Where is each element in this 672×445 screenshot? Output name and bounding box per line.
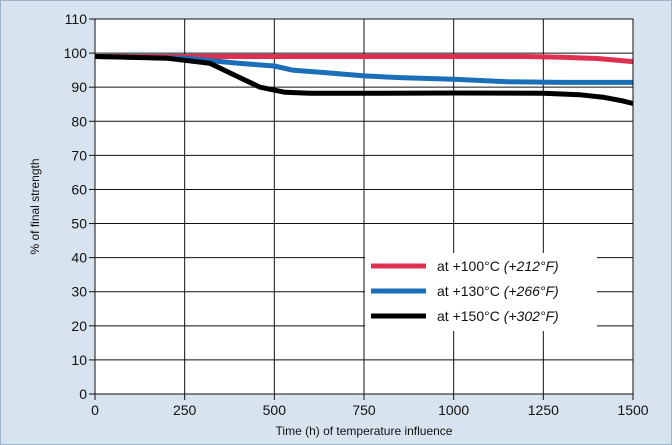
legend-entry: at +150°C (+302°F) [371,308,559,324]
y-tick-label: 100 [64,45,88,61]
legend-label: at +100°C (+212°F) [437,258,559,274]
x-tick-label: 750 [352,402,376,418]
y-tick-label: 60 [71,181,87,197]
tick-labels: 0 10 20 30 40 50 60 70 80 90 100 110 0 250 500 750 1000 1… [64,11,649,418]
x-tick-label: 250 [173,402,197,418]
y-tick-label: 70 [71,147,87,163]
x-axis-label: Time (h) of temperature influence [276,424,453,438]
plot-frame [94,18,634,395]
x-tick-label: 1250 [528,402,559,418]
y-tick-label: 10 [71,352,87,368]
series-line-1 [94,54,633,85]
x-tick-label: 1000 [438,402,469,418]
legend-label: at +130°C (+266°F) [437,283,559,299]
x-tick-label: 0 [91,402,99,418]
legend-entry: at +130°C (+266°F) [371,283,559,299]
x-tick-label: 500 [263,402,287,418]
y-tick-label: 50 [71,216,87,232]
y-tick-label: 20 [71,318,87,334]
legend: at +100°C (+212°F) at +130°C (+266°F) at… [365,253,597,331]
legend-label: at +150°C (+302°F) [437,308,559,324]
x-tick-label: 1500 [617,402,648,418]
y-tick-label: 110 [65,11,88,27]
y-axis-label: % of final strength [28,158,42,254]
y-tick-label: 80 [71,113,87,129]
y-tick-label: 90 [71,79,87,95]
y-tick-label: 30 [71,284,87,300]
series-line-0 [95,54,634,65]
series-line-2 [94,54,634,106]
y-tick-label: 0 [79,386,87,402]
series-layer [94,54,634,106]
y-tick-label: 40 [71,250,87,266]
axes [89,18,634,400]
legend-entry: at +100°C (+212°F) [371,258,559,274]
